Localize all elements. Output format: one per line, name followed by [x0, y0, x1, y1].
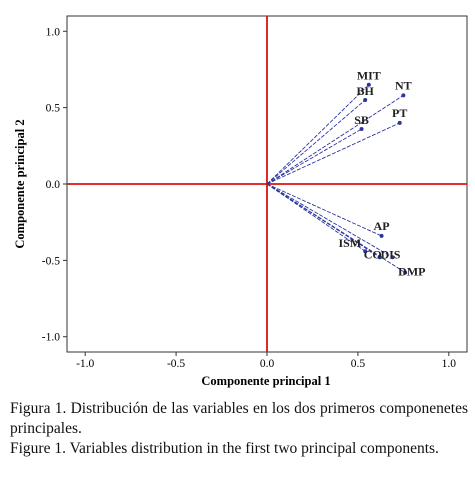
- point-sb: [359, 127, 364, 132]
- pca-biplot: -1.0 -0.5 0.0 0.5 1.0 1.0 0.5 0.0 -0.5 -1.0 MITBH…: [13, 15, 468, 388]
- vector-ap: [266, 183, 382, 237]
- vector-mit: [266, 84, 370, 185]
- point-co: [377, 255, 382, 260]
- x-axis-label: Componente principal 1: [201, 374, 330, 388]
- caption-english: Figure 1. Variables distribution in the …: [10, 440, 439, 457]
- label-mit: MIT: [357, 69, 381, 83]
- y-tick-label-4: -1.0: [42, 332, 60, 344]
- vector-sb: [266, 128, 362, 185]
- vector-nt: [266, 95, 404, 185]
- caption-spanish: Figura 1. Distribución de las variables …: [10, 400, 468, 437]
- point-bh: [363, 98, 368, 102]
- point-nt: [401, 93, 406, 98]
- point-dis: [390, 255, 395, 260]
- vector-ism: [266, 183, 366, 252]
- label-nt: NT: [395, 78, 412, 92]
- x-tick-label-2: 0.0: [260, 358, 275, 370]
- y-tick-label-0: 1.0: [46, 26, 61, 38]
- loading-vectors: [266, 82, 408, 275]
- y-tick-label-3: -0.5: [42, 255, 60, 267]
- vector-dis: [266, 183, 393, 258]
- x-tick-label-4: 1.0: [442, 358, 457, 370]
- point-pt: [397, 120, 402, 125]
- y-tick-label-1: 0.5: [46, 103, 61, 115]
- label-ap: AP: [374, 219, 390, 233]
- y-axis-label: Componente principal 2: [13, 119, 27, 248]
- axis-ticks: -1.0 -0.5 0.0 0.5 1.0 1.0 0.5 0.0 -0.5 -1.0: [42, 26, 456, 370]
- x-tick-label-3: 0.5: [351, 358, 366, 370]
- y-tick-label-2: 0.0: [46, 179, 61, 191]
- label-ism: ISM: [339, 236, 362, 250]
- vector-bh: [266, 99, 366, 185]
- label-dis: DIS: [380, 247, 400, 261]
- label-pt: PT: [392, 106, 407, 120]
- x-tick-label-0: -1.0: [76, 358, 94, 370]
- point-mit: [366, 82, 371, 87]
- figure-caption: Figura 1. Distribución de las variables …: [10, 399, 468, 459]
- point-ism: [363, 249, 368, 254]
- label-dmp: DMP: [398, 265, 425, 279]
- vector-pt: [266, 122, 400, 185]
- point-dmp: [403, 270, 408, 275]
- label-bh: BH: [357, 84, 375, 98]
- point-ap: [379, 233, 384, 238]
- label-sb: SB: [354, 113, 369, 127]
- x-tick-label-1: -0.5: [167, 358, 185, 370]
- label-co: CO: [364, 247, 382, 261]
